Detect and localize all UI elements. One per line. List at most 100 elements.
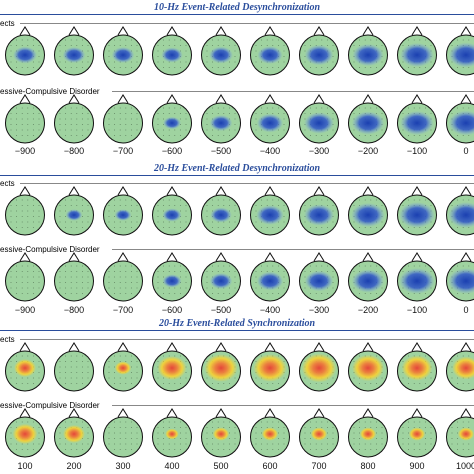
group-bracket (20, 183, 474, 184)
scalp-map (445, 408, 474, 458)
scalp-map-svg (250, 342, 290, 392)
group-label: ects (0, 335, 15, 344)
scalp-map (347, 94, 389, 144)
scalp-map (53, 186, 95, 236)
time-label: −100 (406, 146, 428, 156)
scalp-map-svg (54, 26, 94, 76)
time-label: 700 (311, 461, 327, 471)
scalp-map (445, 26, 474, 76)
scalp-map-svg (250, 26, 290, 76)
time-label: 400 (164, 461, 180, 471)
scalp-map (4, 186, 46, 236)
scalp-map (151, 26, 193, 76)
panel-rule (0, 175, 474, 176)
scalp-map-svg (348, 252, 388, 302)
group-bracket (112, 405, 474, 406)
scalp-map (4, 94, 46, 144)
scalp-map-svg (152, 94, 192, 144)
scalp-map (298, 94, 340, 144)
scalp-map-svg (397, 26, 437, 76)
scalp-map (249, 94, 291, 144)
scalp-map-svg (201, 26, 241, 76)
scalp-map (200, 26, 242, 76)
time-label: −200 (357, 305, 379, 315)
scalp-map (102, 252, 144, 302)
scalp-map-svg (348, 408, 388, 458)
scalp-map (4, 408, 46, 458)
scalp-map (396, 26, 438, 76)
time-label: 800 (360, 461, 376, 471)
scalp-map-svg (299, 186, 339, 236)
scalp-map-svg (54, 252, 94, 302)
scalp-map (53, 252, 95, 302)
scalp-map-svg (201, 186, 241, 236)
scalp-map (53, 342, 95, 392)
scalp-map-svg (103, 252, 143, 302)
scalp-map-svg (348, 186, 388, 236)
scalp-map (249, 26, 291, 76)
time-label: 0 (463, 146, 469, 156)
scalp-map-svg (152, 26, 192, 76)
scalp-map (200, 94, 242, 144)
scalp-map (396, 408, 438, 458)
scalp-map (200, 408, 242, 458)
group-bracket (20, 23, 474, 24)
time-label: −900 (14, 305, 36, 315)
scalp-map (445, 342, 474, 392)
time-label: −700 (112, 305, 134, 315)
time-label: 600 (262, 461, 278, 471)
panel-title: 20-Hz Event-Related Synchronization (158, 318, 316, 329)
scalp-map (102, 186, 144, 236)
scalp-map (445, 186, 474, 236)
scalp-map-svg (250, 94, 290, 144)
scalp-map (151, 342, 193, 392)
scalp-map-svg (446, 26, 474, 76)
scalp-map-svg (5, 342, 45, 392)
time-label: 100 (17, 461, 33, 471)
scalp-map-svg (5, 94, 45, 144)
time-label: −400 (259, 305, 281, 315)
time-label: −700 (112, 146, 134, 156)
scalp-map (151, 252, 193, 302)
group-bracket (20, 339, 474, 340)
panel-title: 20-Hz Event-Related Desynchronization (153, 163, 321, 174)
scalp-map-svg (250, 186, 290, 236)
scalp-map-svg (103, 94, 143, 144)
scalp-map-svg (201, 342, 241, 392)
scalp-map-svg (103, 408, 143, 458)
scalp-map (102, 408, 144, 458)
scalp-map (53, 26, 95, 76)
time-label: 1000 (455, 461, 474, 471)
group-label: essive-Compulsive Disorder (0, 245, 100, 254)
scalp-map (445, 94, 474, 144)
time-label: 500 (213, 461, 229, 471)
scalp-map-svg (5, 186, 45, 236)
scalp-map-svg (397, 252, 437, 302)
scalp-map (396, 252, 438, 302)
scalp-map (200, 252, 242, 302)
scalp-map-svg (54, 186, 94, 236)
scalp-map (4, 26, 46, 76)
time-label: 300 (115, 461, 131, 471)
scalp-map-svg (299, 252, 339, 302)
group-bracket (112, 91, 474, 92)
scalp-map-svg (54, 94, 94, 144)
scalp-map (347, 26, 389, 76)
scalp-map (298, 26, 340, 76)
time-label: 0 (463, 305, 469, 315)
scalp-map-svg (5, 408, 45, 458)
scalp-map-svg (348, 94, 388, 144)
panel-title: 10-Hz Event-Related Desynchronization (153, 2, 321, 13)
time-label: −500 (210, 146, 232, 156)
scalp-map-svg (397, 94, 437, 144)
scalp-map (4, 252, 46, 302)
scalp-map (249, 252, 291, 302)
scalp-map (298, 408, 340, 458)
time-label: −600 (161, 305, 183, 315)
scalp-map-svg (299, 342, 339, 392)
scalp-map-svg (152, 342, 192, 392)
time-label: −300 (308, 305, 330, 315)
scalp-map (347, 252, 389, 302)
scalp-map-svg (299, 26, 339, 76)
scalp-map-svg (348, 342, 388, 392)
